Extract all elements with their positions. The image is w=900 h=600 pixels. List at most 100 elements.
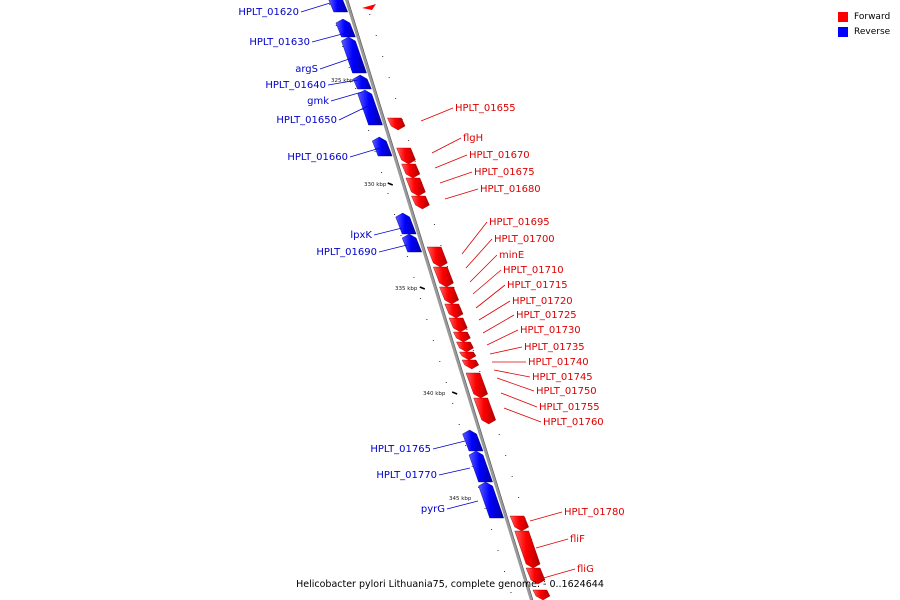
minor-tick-left	[478, 487, 480, 488]
forward-gene-arrow[interactable]	[411, 195, 430, 210]
chromosome-axis	[344, 0, 534, 600]
gene-label[interactable]: HPLT_01740	[528, 357, 589, 368]
forward-gene-arrow[interactable]	[525, 567, 546, 585]
minor-tick-left	[504, 571, 506, 572]
gene-label[interactable]: flgH	[463, 133, 483, 144]
forward-gene-arrow[interactable]	[396, 147, 416, 165]
gene-label[interactable]: HPLT_01700	[494, 234, 555, 245]
forward-gene-arrow[interactable]	[473, 397, 496, 425]
leader-line	[469, 254, 498, 283]
gene-label[interactable]: fliF	[570, 534, 585, 545]
gene-label[interactable]: pyrG	[421, 504, 445, 515]
gene-label[interactable]: HPLT_01710	[503, 265, 564, 276]
gene-label[interactable]: HPLT_01630	[249, 37, 310, 48]
legend-forward: Forward	[838, 9, 890, 24]
leader-line	[311, 32, 347, 43]
gene-label[interactable]: HPLT_01750	[536, 386, 597, 397]
forward-gene-arrow[interactable]	[448, 317, 468, 333]
gene-label[interactable]: HPLT_01620	[238, 7, 299, 18]
legend-reverse: Reverse	[838, 24, 890, 39]
gene-label[interactable]: HPLT_01675	[474, 167, 535, 178]
gene-label[interactable]: argS	[295, 64, 318, 75]
forward-gene-arrow[interactable]	[405, 177, 426, 197]
forward-gene-arrow[interactable]	[453, 331, 471, 343]
forward-gene-arrow[interactable]	[461, 359, 480, 370]
reverse-gene-arrow[interactable]	[341, 36, 367, 74]
leader-line	[472, 269, 502, 295]
minor-tick-left	[510, 592, 512, 593]
reverse-gene-arrow[interactable]	[357, 89, 383, 126]
gene-label[interactable]: HPLT_01680	[480, 184, 541, 195]
gene-label[interactable]: HPLT_01695	[489, 217, 550, 228]
gene-label[interactable]: HPLT_01650	[276, 115, 337, 126]
minor-tick-left	[348, 67, 350, 68]
gene-label[interactable]: HPLT_01735	[524, 342, 585, 353]
forward-gene-arrow[interactable]	[401, 163, 421, 179]
forward-gene-arrow[interactable]	[387, 117, 406, 131]
gene-label[interactable]: HPLT_01765	[370, 444, 431, 455]
minor-tick-right	[440, 245, 442, 246]
minor-tick-left	[419, 298, 421, 299]
forward-gene-arrow[interactable]	[509, 515, 529, 532]
minor-tick-left	[406, 256, 408, 257]
gene-label[interactable]: fliG	[577, 564, 594, 575]
reverse-gene-arrow[interactable]	[478, 481, 504, 519]
minor-tick-left	[400, 235, 402, 236]
gene-label[interactable]: HPLT_01730	[520, 325, 581, 336]
gene-label[interactable]: HPLT_01770	[376, 470, 437, 481]
gene-label[interactable]: HPLT_01690	[316, 247, 377, 258]
leader-line	[465, 238, 493, 269]
scale-tick-label: 325 kbp	[331, 78, 354, 84]
forward-gene-arrow[interactable]	[433, 266, 454, 288]
leader-line	[478, 300, 511, 321]
minor-tick-right	[479, 371, 481, 372]
minor-tick-right	[453, 287, 455, 288]
leader-line	[432, 440, 466, 450]
scale-tick-label: 340 kbp	[423, 391, 446, 397]
forward-gene-arrow[interactable]	[362, 4, 376, 10]
reverse-gene-arrow[interactable]	[395, 212, 417, 235]
gene-label[interactable]: HPLT_01725	[516, 310, 577, 321]
forward-gene-arrow[interactable]	[459, 351, 477, 361]
leader-line	[446, 500, 479, 510]
reverse-swatch	[838, 26, 848, 37]
reverse-gene-arrow[interactable]	[328, 0, 349, 13]
gene-label[interactable]: HPLT_01780	[564, 507, 625, 518]
scale-tick-label: 335 kbp	[395, 286, 418, 292]
gene-label[interactable]: HPLT_01640	[265, 80, 326, 91]
gene-label[interactable]: minE	[499, 250, 524, 261]
scale-tick	[451, 391, 458, 395]
forward-gene-arrow[interactable]	[532, 589, 551, 600]
forward-gene-arrow[interactable]	[465, 372, 488, 399]
gene-label[interactable]: HPLT_01655	[455, 103, 516, 114]
minor-tick-right	[433, 224, 435, 225]
minor-tick-left	[413, 277, 415, 278]
leader-line	[434, 154, 468, 169]
gene-label[interactable]: HPLT_01660	[287, 152, 348, 163]
minor-tick-left	[452, 403, 454, 404]
leader-line	[420, 107, 454, 122]
minor-tick-left	[458, 424, 460, 425]
forward-gene-arrow[interactable]	[426, 246, 448, 268]
reverse-gene-arrow[interactable]	[462, 429, 484, 452]
reverse-gene-arrow[interactable]	[352, 74, 372, 90]
gene-label[interactable]: lpxK	[350, 230, 372, 241]
gene-label[interactable]: HPLT_01670	[469, 150, 530, 161]
gene-label[interactable]: HPLT_01745	[532, 372, 593, 383]
minor-tick-right	[466, 329, 468, 330]
leader-line	[438, 467, 471, 476]
reverse-gene-arrow[interactable]	[468, 450, 493, 483]
reverse-gene-arrow[interactable]	[401, 233, 423, 253]
forward-gene-arrow[interactable]	[439, 286, 459, 305]
reverse-gene-arrow[interactable]	[372, 136, 393, 157]
forward-gene-arrow[interactable]	[444, 303, 464, 319]
gene-label[interactable]: HPLT_01755	[539, 402, 600, 413]
gene-label[interactable]: HPLT_01760	[543, 417, 604, 428]
gene-label[interactable]: HPLT_01715	[507, 280, 568, 291]
forward-gene-arrow[interactable]	[456, 341, 474, 353]
gene-label[interactable]: HPLT_01720	[512, 296, 573, 307]
legend-forward-label: Forward	[854, 11, 891, 22]
gene-label[interactable]: gmk	[307, 96, 329, 107]
forward-gene-arrow[interactable]	[514, 530, 541, 569]
